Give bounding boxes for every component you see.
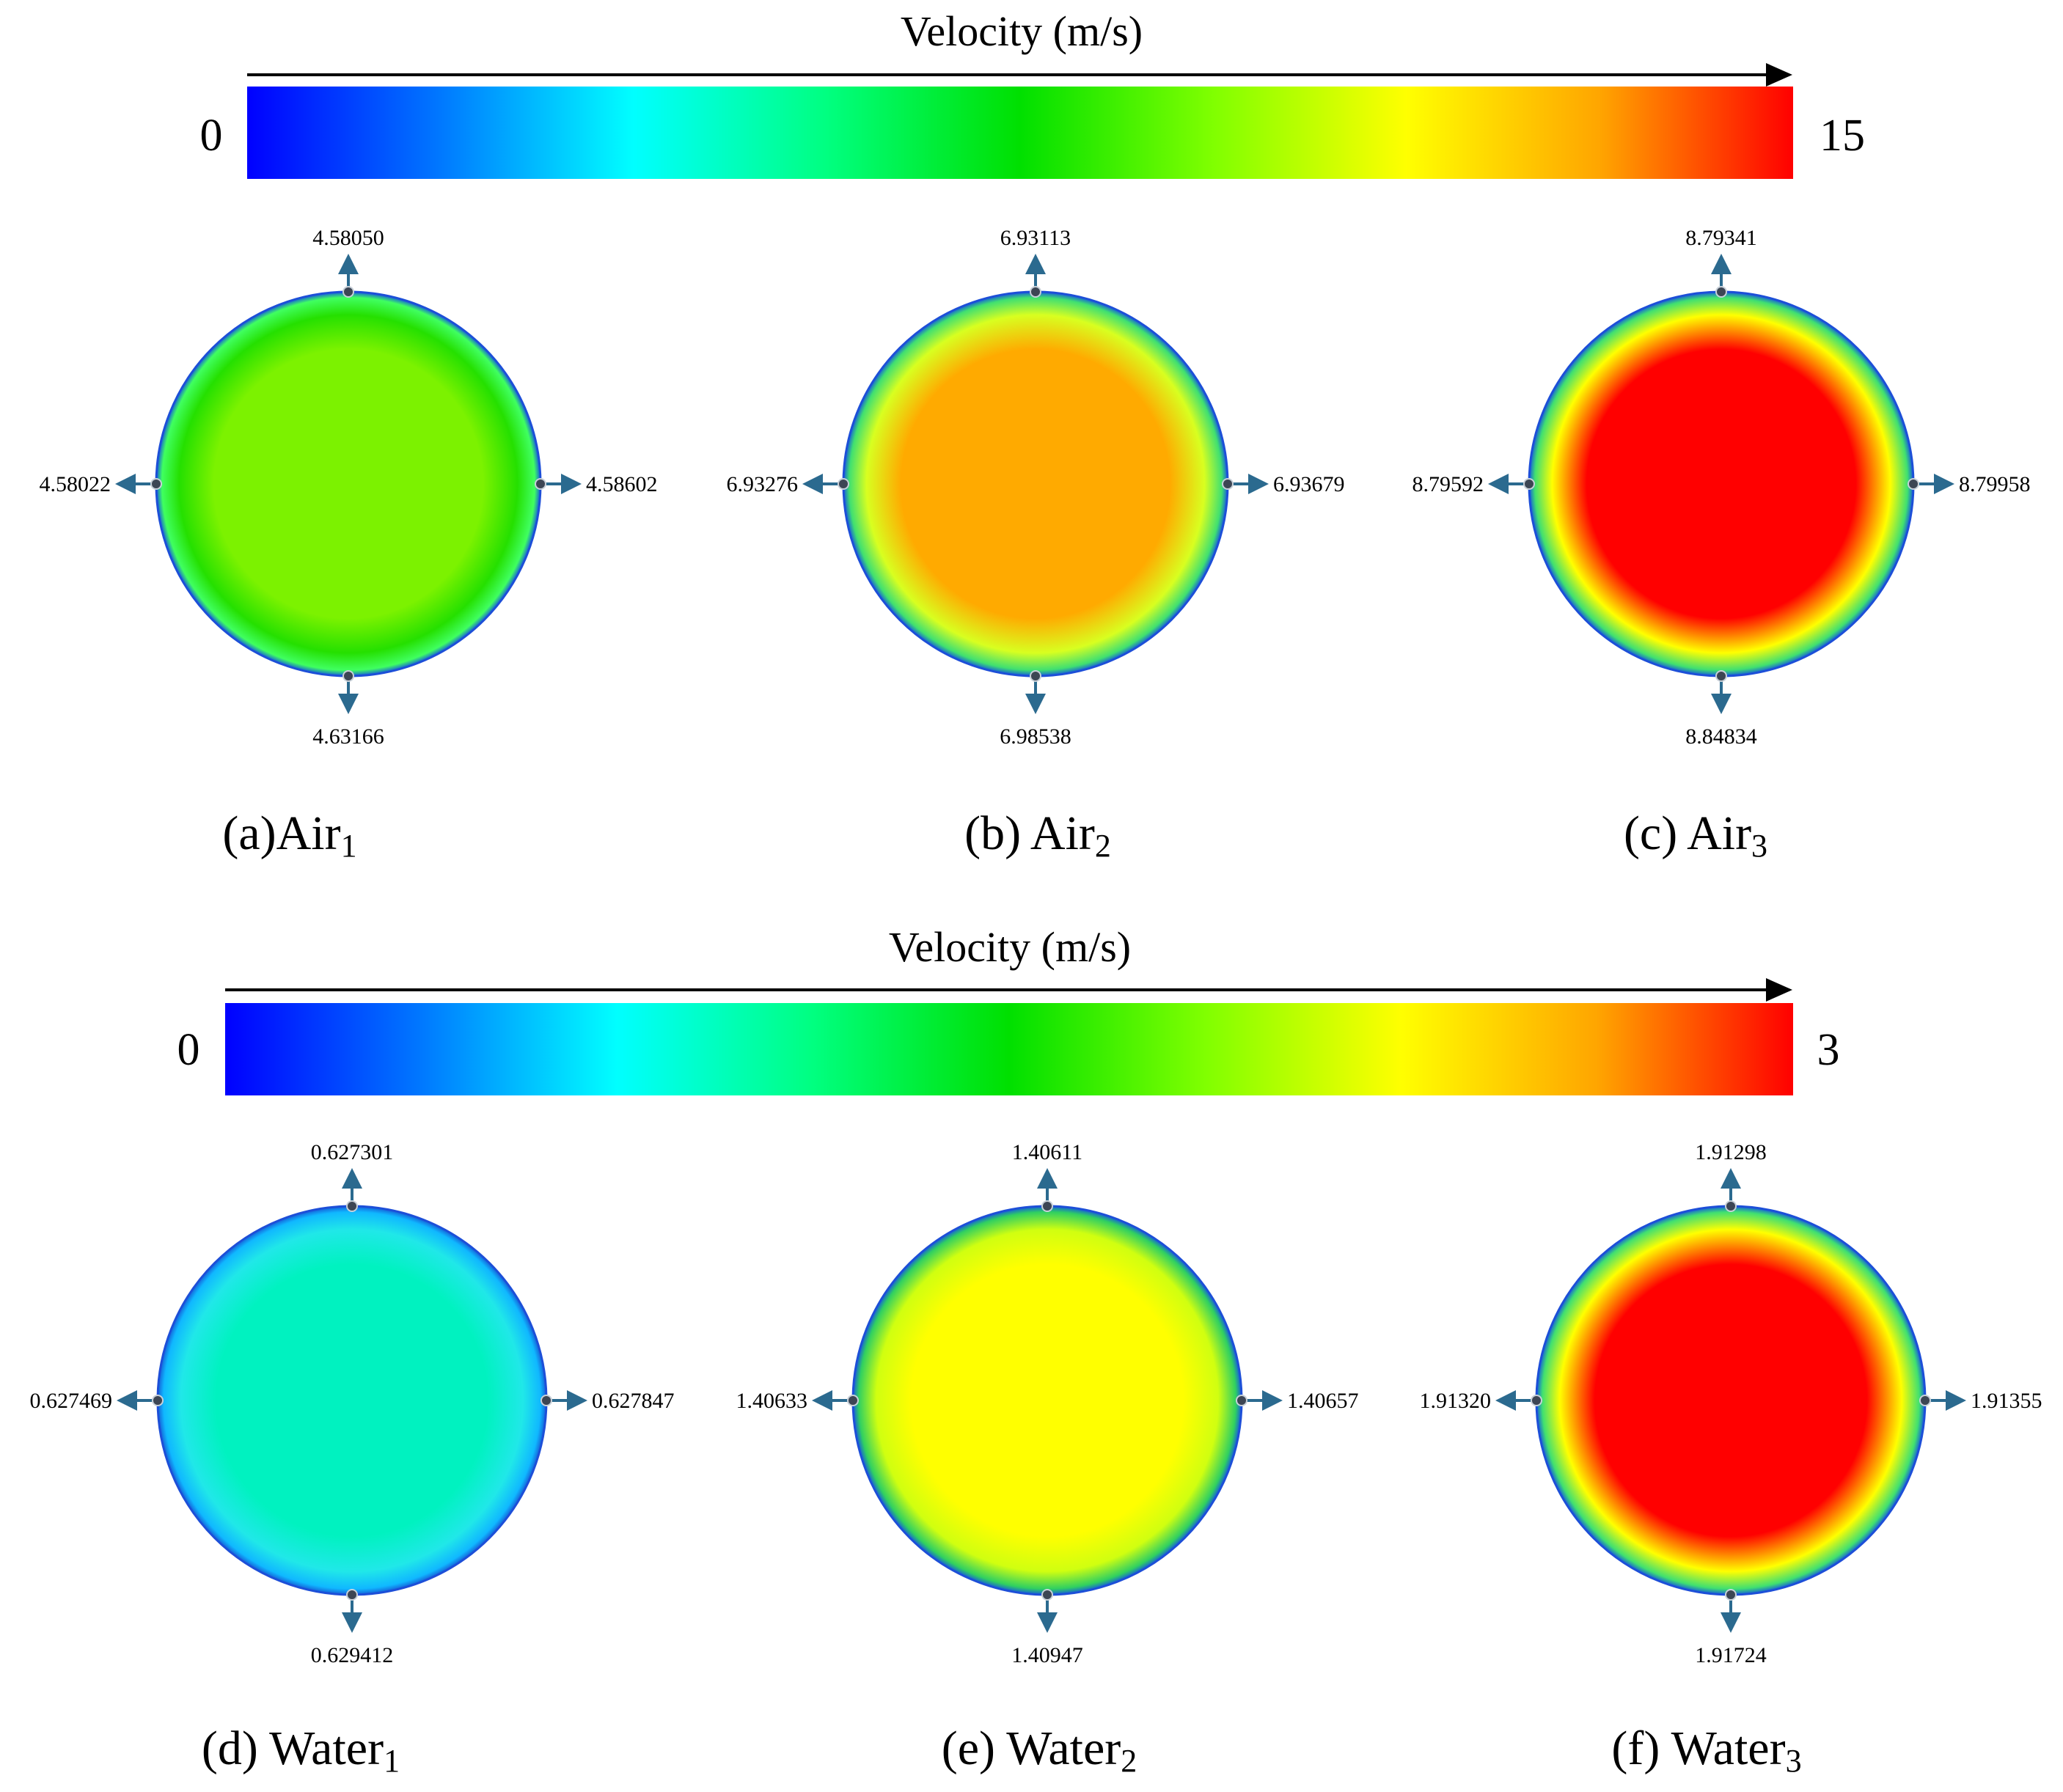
panel-f: 1.91298 1.91724 1.91320 1.91355 (f) Water3 xyxy=(1420,1140,2042,1779)
probe-value-left: 8.79592 xyxy=(1412,472,1484,496)
probe-point-top xyxy=(1041,1200,1053,1212)
probe-point-top xyxy=(342,286,354,298)
panel-b: 6.93113 6.98538 6.93276 6.93679 (b) Air2 xyxy=(727,226,1345,864)
panel-caption: (a)Air1 xyxy=(222,807,356,864)
probe-point-bottom xyxy=(346,1589,358,1601)
probe-value-right: 1.91355 xyxy=(1971,1389,2042,1413)
probe-point-left xyxy=(838,478,849,490)
air-legend-min: 0 xyxy=(200,111,223,161)
probe-value-right: 8.79958 xyxy=(1959,472,2031,496)
probe-point-left xyxy=(847,1395,859,1406)
probe-value-left: 4.58022 xyxy=(40,472,111,496)
panel-caption: (c) Air3 xyxy=(1624,807,1767,864)
probe-value-left: 6.93276 xyxy=(727,472,799,496)
probe-value-bottom: 8.84834 xyxy=(1685,724,1757,749)
velocity-contour-disc xyxy=(155,290,542,677)
velocity-contour-disc xyxy=(842,290,1229,677)
caption-label: (f) Water xyxy=(1611,1722,1785,1775)
velocity-contour-disc xyxy=(156,1205,548,1596)
velocity-contour-disc xyxy=(1535,1205,1927,1596)
probe-point-right xyxy=(1919,1395,1931,1406)
probe-value-top: 6.93113 xyxy=(1000,226,1071,250)
caption-subscript: 1 xyxy=(384,1743,400,1779)
probe-value-top: 4.58050 xyxy=(312,226,384,250)
caption-subscript: 2 xyxy=(1095,828,1111,864)
probe-value-right: 0.627847 xyxy=(592,1389,675,1413)
probe-point-bottom xyxy=(1041,1589,1053,1601)
caption-subscript: 3 xyxy=(1751,828,1767,864)
panel-e: 1.40611 1.40947 1.40633 1.40657 (e) Water2 xyxy=(736,1140,1359,1779)
caption-label: (d) Water xyxy=(202,1722,384,1775)
water-colorbar xyxy=(225,1003,1793,1095)
air-legend-title: Velocity (m/s) xyxy=(901,7,1143,55)
water-legend-min: 0 xyxy=(177,1025,200,1075)
caption-label: (a)Air xyxy=(222,807,340,860)
air-legend-max: 15 xyxy=(1820,111,1865,161)
panel-caption: (e) Water2 xyxy=(942,1722,1137,1779)
caption-label: (b) Air xyxy=(964,807,1095,860)
probe-point-bottom xyxy=(1715,670,1727,682)
probe-value-bottom: 1.91724 xyxy=(1695,1643,1767,1667)
caption-subscript: 3 xyxy=(1786,1743,1802,1779)
panel-a: 4.58050 4.63166 4.58022 4.58602 (a)Air1 xyxy=(40,226,658,864)
velocity-contour-disc xyxy=(851,1205,1243,1596)
panel-d: 0.627301 0.629412 0.627469 0.627847 (d) Wate… xyxy=(30,1140,675,1779)
caption-subscript: 1 xyxy=(341,828,357,864)
water-legend-max: 3 xyxy=(1817,1025,1840,1075)
probe-value-top: 1.40611 xyxy=(1012,1140,1082,1164)
probe-point-left xyxy=(150,478,162,490)
caption-label: (e) Water xyxy=(942,1722,1121,1775)
probe-point-bottom xyxy=(342,670,354,682)
probe-point-left xyxy=(1531,1395,1542,1406)
probe-value-bottom: 6.98538 xyxy=(1000,724,1071,749)
probe-value-right: 6.93679 xyxy=(1273,472,1345,496)
probe-point-left xyxy=(1523,478,1535,490)
probe-value-bottom: 0.629412 xyxy=(311,1643,394,1667)
probe-value-right: 4.58602 xyxy=(586,472,658,496)
panel-caption: (b) Air2 xyxy=(964,807,1111,864)
probe-point-top xyxy=(1725,1200,1737,1212)
probe-value-left: 1.91320 xyxy=(1420,1389,1492,1413)
probe-point-right xyxy=(1222,478,1234,490)
probe-value-top: 8.79341 xyxy=(1685,226,1757,250)
water-velocity-legend: Velocity (m/s) 0 3 xyxy=(177,923,1840,1095)
probe-point-right xyxy=(1236,1395,1247,1406)
velocity-contour-disc xyxy=(1528,290,1915,677)
probe-value-right: 1.40657 xyxy=(1287,1389,1359,1413)
panel-caption: (d) Water1 xyxy=(202,1722,400,1779)
probe-value-bottom: 1.40947 xyxy=(1011,1643,1083,1667)
probe-point-top xyxy=(1030,286,1041,298)
air-velocity-legend: Velocity (m/s) 0 15 xyxy=(200,7,1865,179)
air-colorbar xyxy=(247,87,1793,179)
probe-point-right xyxy=(1908,478,1919,490)
probe-point-bottom xyxy=(1725,1589,1737,1601)
probe-point-right xyxy=(535,478,546,490)
panel-c: 8.79341 8.84834 8.79592 8.79958 (c) Air3 xyxy=(1412,226,2031,864)
caption-label: (c) Air xyxy=(1624,807,1751,860)
probe-value-left: 0.627469 xyxy=(30,1389,113,1413)
probe-value-top: 1.91298 xyxy=(1695,1140,1767,1164)
probe-point-left xyxy=(152,1395,164,1406)
probe-point-bottom xyxy=(1030,670,1041,682)
probe-value-bottom: 4.63166 xyxy=(312,724,384,749)
probe-point-right xyxy=(541,1395,552,1406)
probe-point-top xyxy=(346,1200,358,1212)
panel-caption: (f) Water3 xyxy=(1611,1722,1801,1779)
caption-subscript: 2 xyxy=(1121,1743,1137,1779)
probe-point-top xyxy=(1715,286,1727,298)
water-legend-title: Velocity (m/s) xyxy=(889,923,1131,971)
probe-value-top: 0.627301 xyxy=(311,1140,394,1164)
probe-value-left: 1.40633 xyxy=(736,1389,808,1413)
